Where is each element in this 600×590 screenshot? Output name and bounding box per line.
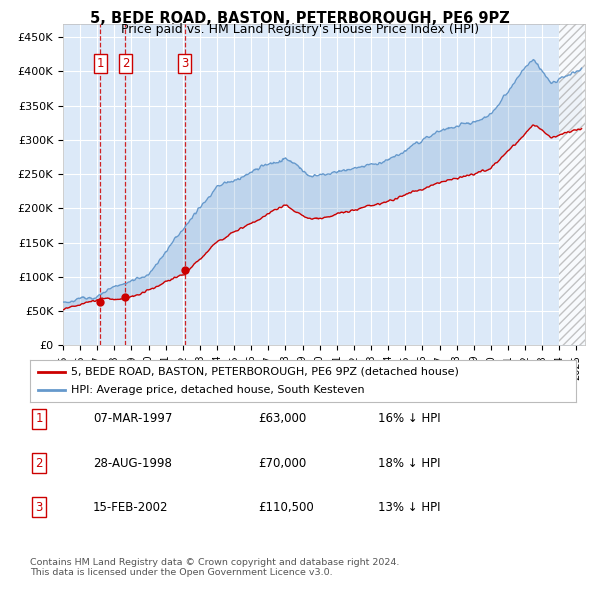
Text: 2: 2 bbox=[35, 457, 43, 470]
Text: 5, BEDE ROAD, BASTON, PETERBOROUGH, PE6 9PZ: 5, BEDE ROAD, BASTON, PETERBOROUGH, PE6 … bbox=[90, 11, 510, 26]
Text: 1: 1 bbox=[97, 57, 104, 70]
Text: 16% ↓ HPI: 16% ↓ HPI bbox=[378, 412, 440, 425]
Text: 3: 3 bbox=[35, 501, 43, 514]
Text: This data is licensed under the Open Government Licence v3.0.: This data is licensed under the Open Gov… bbox=[30, 568, 332, 577]
Text: £70,000: £70,000 bbox=[258, 457, 306, 470]
Text: 13% ↓ HPI: 13% ↓ HPI bbox=[378, 501, 440, 514]
Text: 5, BEDE ROAD, BASTON, PETERBOROUGH, PE6 9PZ (detached house): 5, BEDE ROAD, BASTON, PETERBOROUGH, PE6 … bbox=[71, 367, 459, 377]
Text: 3: 3 bbox=[181, 57, 188, 70]
Text: 18% ↓ HPI: 18% ↓ HPI bbox=[378, 457, 440, 470]
Text: £110,500: £110,500 bbox=[258, 501, 314, 514]
Text: Contains HM Land Registry data © Crown copyright and database right 2024.: Contains HM Land Registry data © Crown c… bbox=[30, 558, 400, 566]
Text: 28-AUG-1998: 28-AUG-1998 bbox=[93, 457, 172, 470]
Text: 15-FEB-2002: 15-FEB-2002 bbox=[93, 501, 169, 514]
Text: 1: 1 bbox=[35, 412, 43, 425]
Text: HPI: Average price, detached house, South Kesteven: HPI: Average price, detached house, Sout… bbox=[71, 385, 365, 395]
Bar bbox=[559, 24, 585, 345]
Text: £63,000: £63,000 bbox=[258, 412, 306, 425]
Text: 07-MAR-1997: 07-MAR-1997 bbox=[93, 412, 172, 425]
Text: 2: 2 bbox=[122, 57, 129, 70]
Text: Price paid vs. HM Land Registry's House Price Index (HPI): Price paid vs. HM Land Registry's House … bbox=[121, 23, 479, 36]
